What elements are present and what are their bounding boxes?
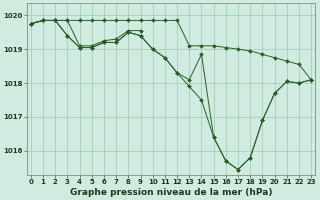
- X-axis label: Graphe pression niveau de la mer (hPa): Graphe pression niveau de la mer (hPa): [70, 188, 272, 197]
